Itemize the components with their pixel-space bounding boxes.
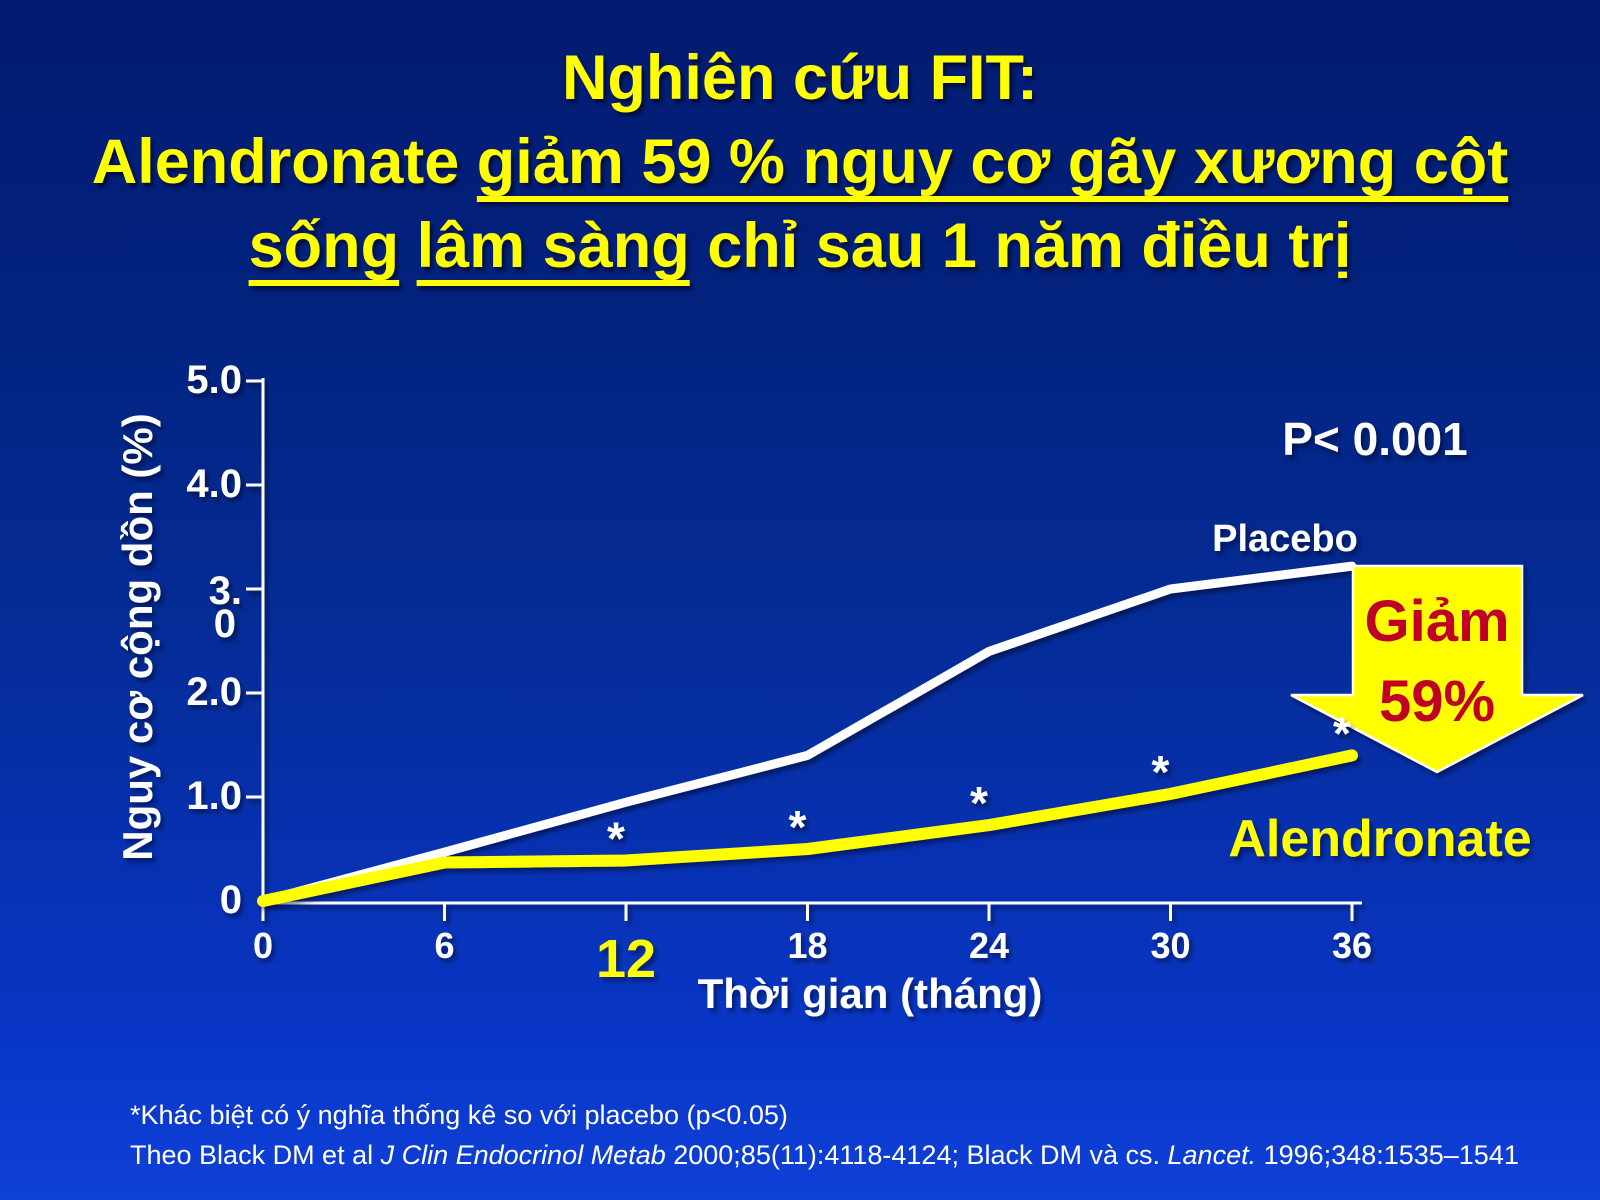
title-line-2: Alendronate giảm 59 % nguy cơ gãy xương … <box>0 120 1600 204</box>
title-line-3: sống lâm sàng chỉ sau 1 năm điều trị <box>0 204 1600 288</box>
title-text-1: Nghiên cứu FIT: <box>561 43 1039 113</box>
ref-pre: Theo Black DM et al <box>130 1140 381 1170</box>
x-tick-label: 30 <box>1150 925 1190 966</box>
title-text-2b-underlined: giảm 59 % nguy cơ gãy xương cột <box>476 127 1509 197</box>
y-axis-title: Nguy cơ cộng dồn (%) <box>114 413 161 861</box>
y-tick-label: 3. 0 <box>209 569 242 646</box>
y-tick-label: 2.0 <box>186 670 242 714</box>
y-tick-labels: 5.0 4.0 3. 0 2.0 1.0 0 <box>186 358 242 922</box>
reference-citation: Theo Black DM et al J Clin Endocrinol Me… <box>130 1140 1519 1171</box>
x-tick-label: 0 <box>253 925 273 966</box>
slide-title: Nghiên cứu FIT: Alendronate giảm 59 % ng… <box>0 36 1600 288</box>
significance-asterisk: * <box>1333 707 1351 759</box>
y-tick-label: 5.0 <box>186 358 242 402</box>
reduction-arrow: Giảm 59% <box>1290 564 1584 774</box>
ref-journal-2: Lancet. <box>1167 1140 1257 1170</box>
title-line-1: Nghiên cứu FIT: <box>0 36 1600 120</box>
alendronate-series-label: Alendronate <box>1228 810 1531 868</box>
y-tick-label: 4.0 <box>186 462 242 506</box>
x-axis-title: Thời gian (tháng) <box>698 970 1043 1017</box>
chart-labels: P< 0.001 Placebo Alendronate Thời gian (… <box>114 413 1532 1017</box>
significance-asterisk: * <box>1152 746 1170 798</box>
y-tick-label: 1.0 <box>186 774 242 818</box>
axes <box>246 378 1362 921</box>
footnote-significance: *Khác biệt có ý nghĩa thống kê so với pl… <box>130 1100 788 1130</box>
down-arrow-icon <box>1290 564 1584 774</box>
title-text-3c: chỉ sau 1 năm điều trị <box>689 211 1352 281</box>
placebo-series-label: Placebo <box>1212 518 1358 560</box>
x-tick-label: 6 <box>434 925 454 966</box>
arrow-text-line1: Giảm <box>1364 589 1509 654</box>
significance-asterisk: * <box>789 801 807 853</box>
series-lines <box>257 561 1358 907</box>
title-text-2a: Alendronate <box>91 127 477 197</box>
title-text-3a-underlined: sống <box>248 211 400 281</box>
placebo-line <box>258 561 1357 906</box>
significance-asterisk: * <box>607 812 625 864</box>
ref-journal-1: J Clin Endocrinol Metab <box>380 1140 666 1170</box>
ref-post: 1996;348:1535–1541 <box>1256 1140 1519 1170</box>
title-text-3b-underlined: lâm sàng <box>416 211 690 281</box>
ref-mid: 2000;85(11):4118-4124; Black DM và cs. <box>665 1140 1168 1170</box>
x-tick-label: 24 <box>969 925 1009 966</box>
y-tick-label: 0 <box>220 878 242 922</box>
arrow-text-line2: 59% <box>1379 669 1495 734</box>
x-tick-label: 12 <box>596 929 656 989</box>
alendronate-line <box>257 749 1358 907</box>
significance-asterisk: * <box>970 777 988 829</box>
p-value-label: P< 0.001 <box>1282 413 1467 465</box>
significance-asterisks: * * * * * <box>607 707 1351 864</box>
x-tick-labels: 0 6 12 18 24 30 36 <box>253 925 1372 989</box>
x-tick-label: 18 <box>787 925 827 966</box>
x-tick-label: 36 <box>1332 925 1372 966</box>
